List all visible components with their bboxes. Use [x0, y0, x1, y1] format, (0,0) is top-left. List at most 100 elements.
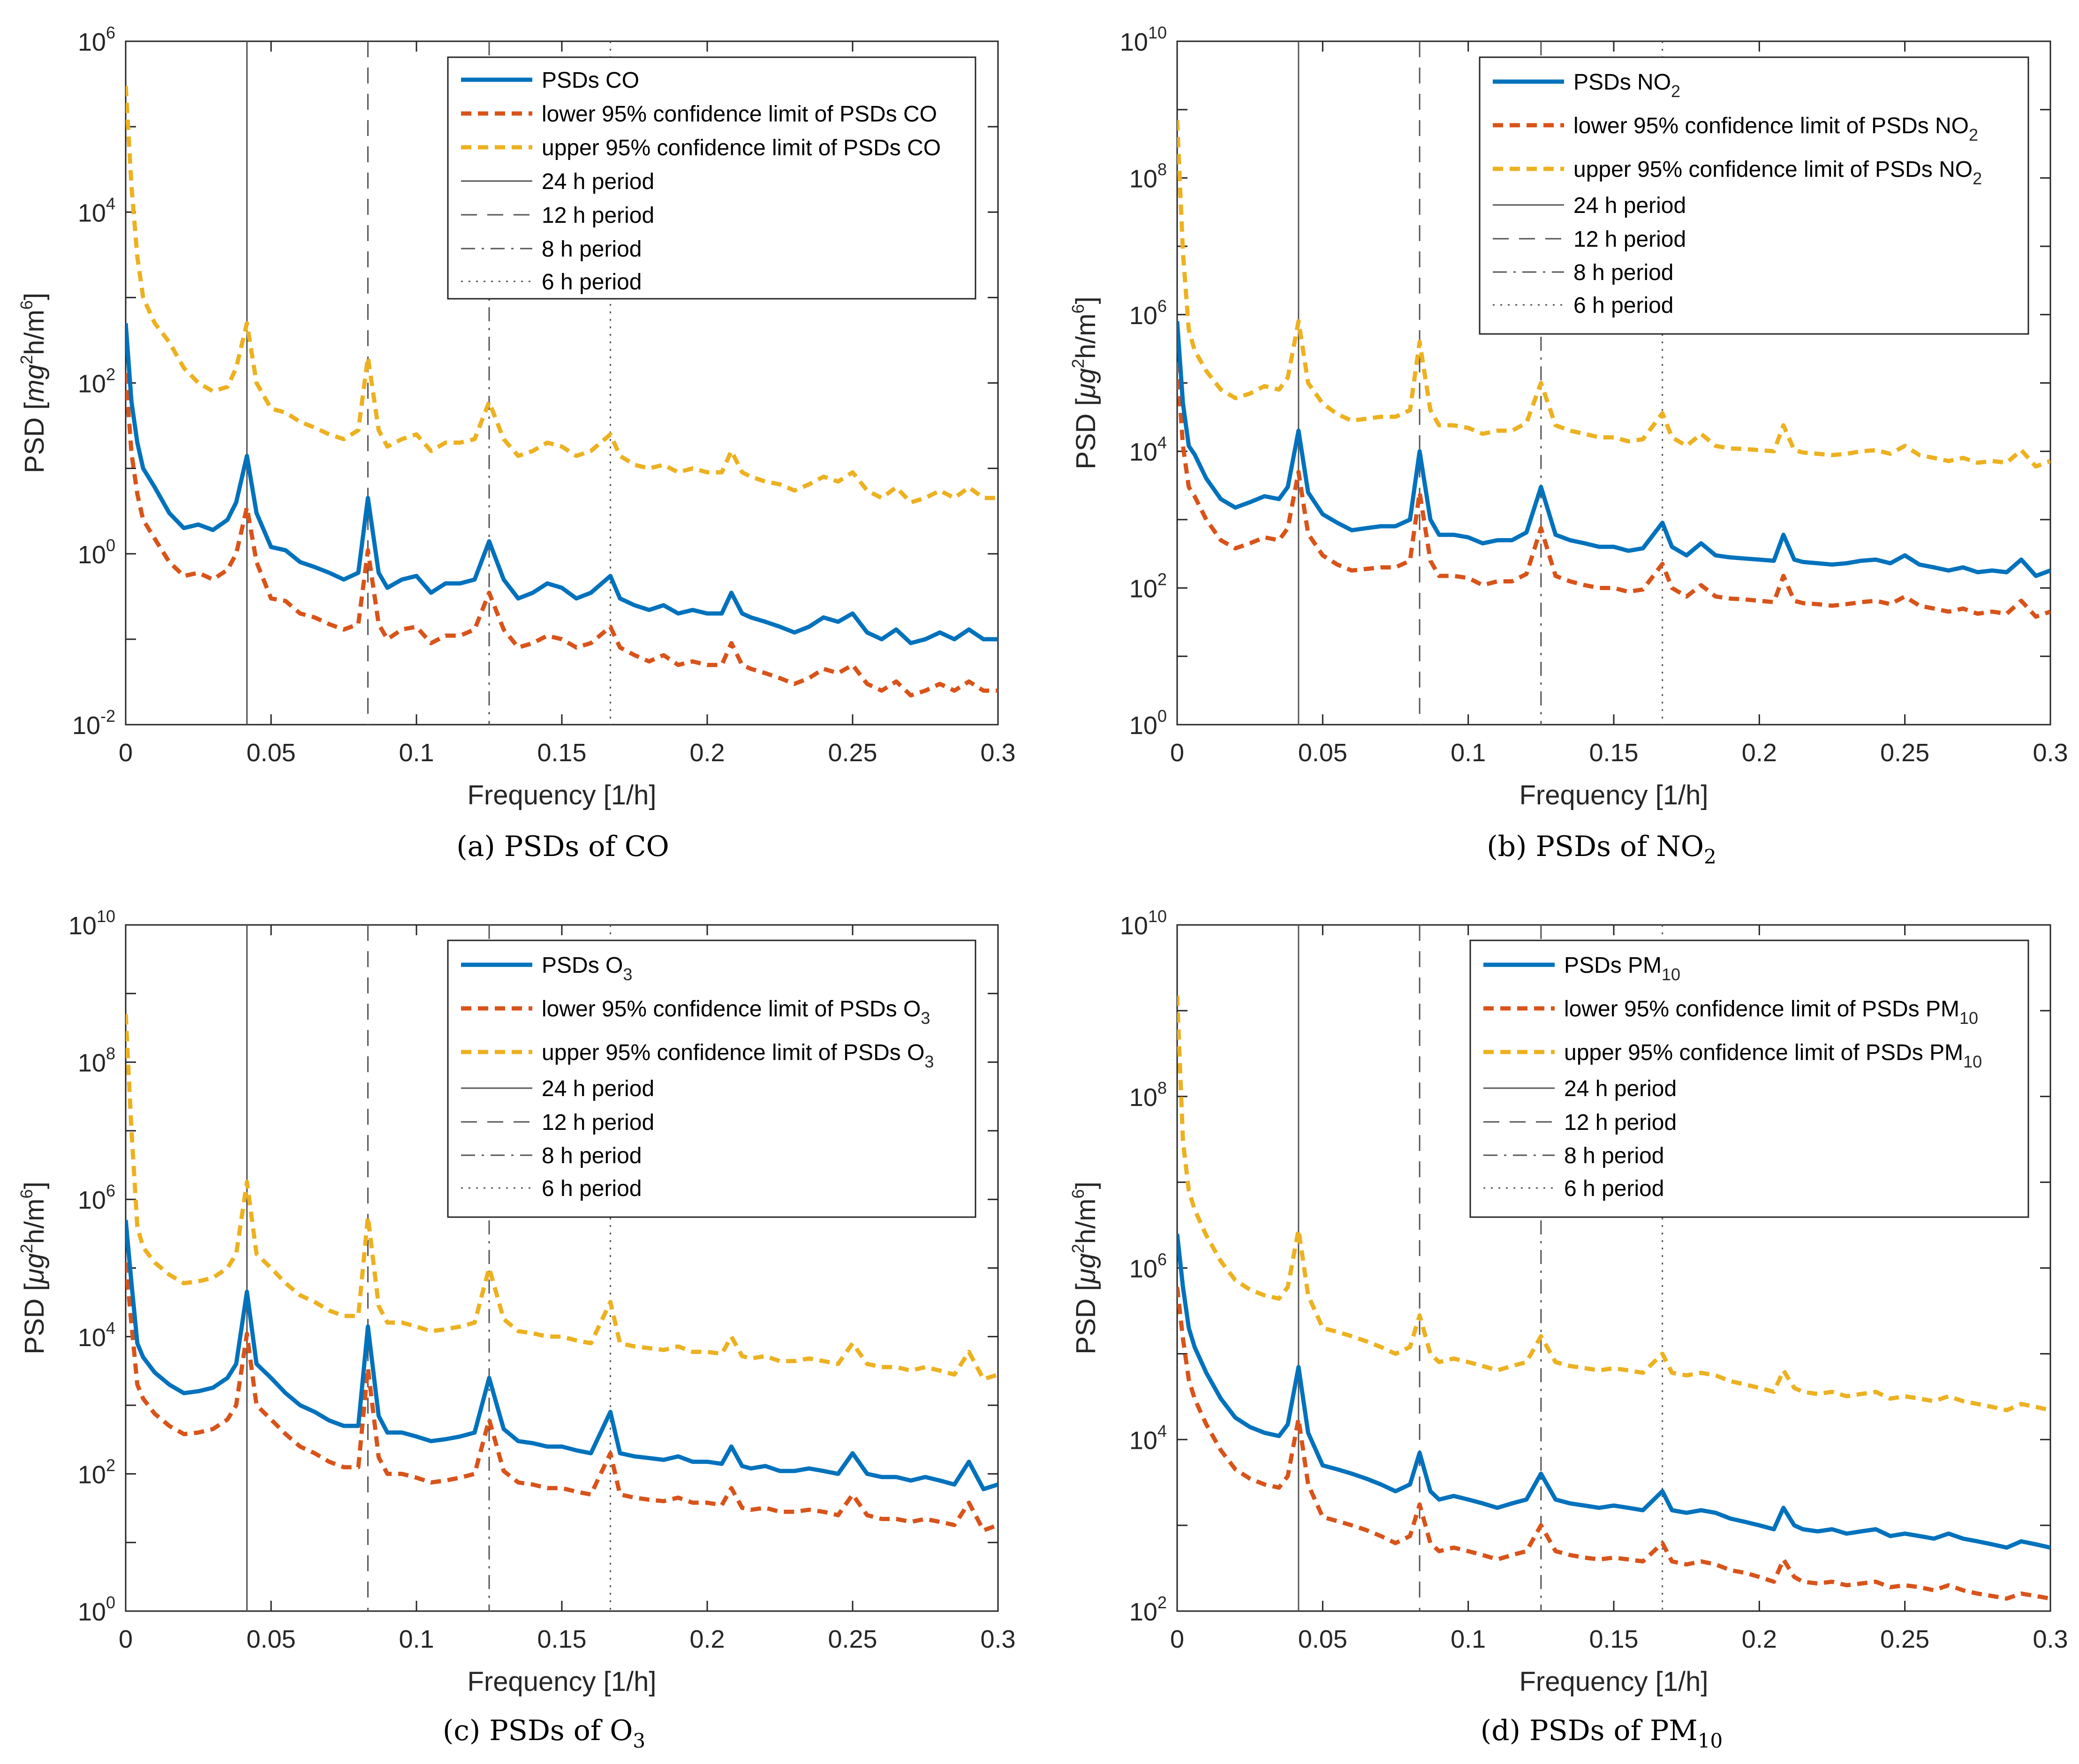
legend-entry: upper 95% confidence limit of PSDs PM10	[1564, 1040, 1982, 1071]
y-tick-label: 106	[1129, 1250, 1167, 1283]
legend-entry: lower 95% confidence limit of PSDs O3	[542, 997, 930, 1028]
legend-box	[1479, 56, 2029, 335]
legend: PSDs NO2 lower 95% confidence limit of PS…	[1479, 56, 2029, 335]
legend-entry: PSDs O3	[542, 953, 632, 984]
y-axis-label: PSD [μg2h/m6]	[1068, 296, 1101, 469]
y-tick-label: 108	[78, 1044, 115, 1077]
y-tick-label: 104	[1129, 433, 1167, 466]
y-tick-label: 100	[78, 1593, 115, 1626]
legend: PSDs O3 lower 95% confidence limit of PSD…	[447, 939, 976, 1218]
x-tick-label: 0	[119, 1625, 133, 1653]
legend-entry: 6 h period	[542, 1176, 642, 1201]
legend-entry: 12 h period	[542, 1110, 654, 1135]
x-tick-label: 0.05	[1298, 739, 1347, 767]
legend-entry: PSDs PM10	[1564, 953, 1680, 984]
series-line-upper	[126, 1014, 998, 1381]
legend-entry: 24 h period	[542, 1076, 654, 1101]
x-tick-label: 0.05	[1298, 1625, 1347, 1653]
legend-entry: upper 95% confidence limit of PSDs O3	[542, 1040, 934, 1071]
x-tick-label: 0.1	[399, 739, 434, 767]
chart-panel-b: 0 0.05 0.1 0.15 0.2 0.25 0.3 100 102 104 106 108 101…	[1068, 23, 2068, 868]
y-tick-label: 100	[1129, 706, 1167, 740]
x-tick-label: 0.25	[1880, 1625, 1929, 1653]
panel-caption: (a) PSDs of CO	[456, 830, 669, 863]
y-tick-label: 102	[78, 365, 115, 398]
x-tick-label: 0.05	[246, 739, 295, 767]
chart-panel-c: 0 0.05 0.1 0.15 0.2 0.25 0.3 100 102 104 106 108 101…	[17, 907, 1016, 1752]
y-tick-label: 108	[1129, 1078, 1167, 1112]
legend-entry: upper 95% confidence limit of PSDs CO	[542, 136, 941, 160]
panel-caption: (b) PSDs of NO2	[1487, 830, 1716, 868]
legend-entry: 8 h period	[542, 1143, 642, 1168]
legend-entry: 8 h period	[1564, 1143, 1664, 1168]
x-tick-label: 0	[1170, 739, 1184, 767]
y-tick-label: 106	[78, 1181, 115, 1214]
legend-entry: PSDs NO2	[1573, 70, 1680, 101]
legend: PSDs PM10 lower 95% confidence limit of P…	[1469, 939, 2029, 1218]
x-tick-label: 0.3	[2033, 739, 2068, 767]
legend-entry: lower 95% confidence limit of PSDs CO	[542, 102, 937, 127]
series-line-lower	[126, 1262, 998, 1533]
series-line-upper	[1177, 120, 2050, 469]
legend-entry: lower 95% confidence limit of PSDs NO2	[1573, 114, 1978, 144]
series-line-psd	[126, 323, 998, 645]
legend-entry: 8 h period	[1573, 260, 1674, 285]
y-tick-label: 102	[1129, 1593, 1167, 1626]
x-tick-label: 0.1	[1451, 739, 1486, 767]
series-line-psd	[1177, 321, 2050, 578]
y-tick-label: 1010	[1120, 23, 1167, 56]
legend-entry: lower 95% confidence limit of PSDs PM10	[1564, 997, 1978, 1028]
x-tick-label: 0.25	[1880, 739, 1929, 767]
legend-entry: 24 h period	[1573, 193, 1686, 218]
x-tick-label: 0	[1170, 1625, 1184, 1653]
panel-caption: (d) PSDs of PM10	[1481, 1714, 1723, 1752]
legend-entry: 24 h period	[542, 169, 654, 194]
y-tick-label: 10-2	[72, 706, 115, 740]
panel-caption: (c) PSDs of O3	[443, 1714, 645, 1752]
legend-box	[1469, 939, 2029, 1218]
legend-entry: 6 h period	[1573, 293, 1674, 318]
y-tick-label: 100	[78, 536, 115, 569]
legend-entry: 12 h period	[1564, 1110, 1677, 1135]
x-tick-label: 0.3	[980, 1625, 1015, 1653]
y-tick-label: 1010	[68, 907, 115, 940]
series-line-psd	[1177, 1234, 2050, 1550]
x-tick-label: 0.15	[537, 1625, 586, 1653]
x-tick-label: 0.1	[1451, 1625, 1486, 1653]
x-tick-label: 0.15	[537, 739, 586, 767]
legend-box	[447, 939, 976, 1218]
series-line-lower	[1177, 1287, 2050, 1601]
x-tick-label: 0	[119, 739, 133, 767]
legend-entry: 12 h period	[1573, 227, 1686, 252]
legend-entry: upper 95% confidence limit of PSDs NO2	[1573, 157, 1982, 188]
legend-box	[447, 56, 976, 300]
x-axis-label: Frequency [1/h]	[468, 1666, 657, 1697]
x-axis-label: Frequency [1/h]	[1520, 1666, 1709, 1697]
series-line-upper	[126, 85, 998, 505]
y-tick-label: 104	[78, 194, 115, 227]
series-line-lower	[1177, 362, 2050, 619]
y-tick-label: 104	[1129, 1421, 1167, 1454]
x-tick-label: 0.2	[1742, 739, 1777, 767]
legend-entry: 24 h period	[1564, 1076, 1677, 1101]
series-line-upper	[1177, 995, 2050, 1413]
series-line-psd	[126, 1219, 998, 1491]
x-tick-label: 0.3	[980, 739, 1015, 767]
y-tick-label: 104	[78, 1318, 115, 1352]
series-line-lower	[126, 373, 998, 698]
x-tick-label: 0.25	[828, 739, 877, 767]
legend: PSDs CO lower 95% confidence limit of PSD…	[447, 56, 976, 300]
y-tick-label: 106	[1129, 296, 1167, 330]
x-tick-label: 0.1	[399, 1625, 434, 1653]
x-tick-label: 0.15	[1589, 1625, 1638, 1653]
x-tick-label: 0.2	[1742, 1625, 1777, 1653]
x-tick-label: 0.3	[2033, 1625, 2068, 1653]
x-tick-label: 0.25	[828, 1625, 877, 1653]
x-tick-label: 0.2	[689, 739, 725, 767]
y-tick-label: 102	[1129, 570, 1167, 603]
y-axis-label: PSD [mg2h/m6]	[17, 293, 50, 473]
y-tick-label: 102	[78, 1455, 115, 1489]
legend-entry: 6 h period	[1564, 1176, 1664, 1201]
legend-entry: PSDs CO	[542, 68, 639, 93]
